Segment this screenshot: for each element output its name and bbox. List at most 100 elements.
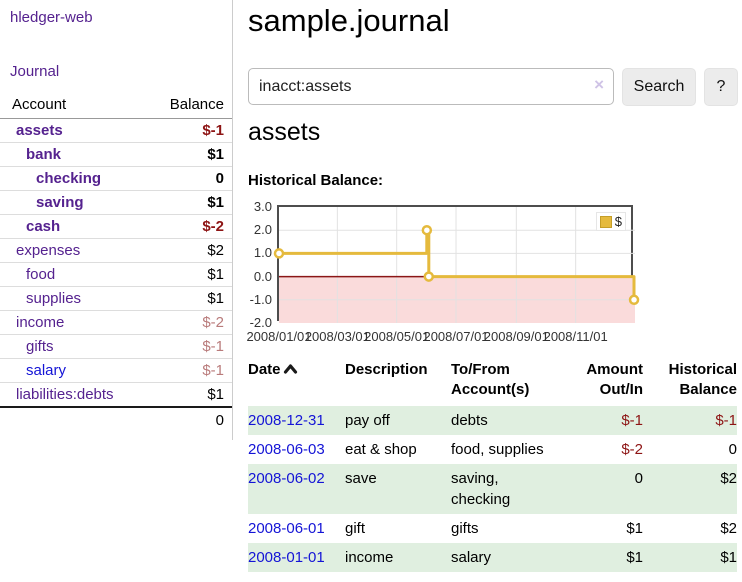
y-tick-label: 1.0 — [253, 245, 272, 261]
y-tick-label: 3.0 — [253, 199, 272, 214]
accounts-header-balance: Balance — [149, 93, 232, 119]
account-row: gifts $-1 — [0, 334, 232, 359]
main-content: sample.journal × Search ? assets Histori… — [246, 0, 742, 582]
register-row: 2008-01-01 income salary $1 $1 — [248, 543, 737, 572]
account-balance: $-2 — [149, 214, 232, 239]
sidebar-account-expenses[interactable]: expenses — [16, 242, 81, 259]
account-balance: 0 — [149, 166, 232, 191]
help-button[interactable]: ? — [704, 68, 738, 106]
search-form: × Search ? — [248, 68, 742, 106]
col-historical-balance: Historical Balance — [668, 361, 737, 398]
account-balance: $-2 — [149, 310, 232, 335]
account-balance: $1 — [149, 262, 232, 287]
accounts-table: Account Balance assets $-1 bank $1 checking 0… — [0, 93, 232, 433]
sidebar-account-income[interactable]: income — [16, 314, 65, 331]
register-amount: $-1 — [621, 412, 643, 429]
account-balance: $2 — [149, 238, 232, 263]
register-accounts: salary — [451, 549, 492, 566]
sidebar-account-liabilities-debts[interactable]: liabilities:debts — [16, 386, 114, 403]
account-heading: assets — [248, 118, 321, 146]
register-amount: 0 — [634, 470, 643, 487]
register-row: 2008-06-01 gift gifts $1 $2 — [248, 514, 737, 543]
register-description: income — [345, 549, 394, 566]
accounts-total-value: 0 — [149, 406, 232, 433]
account-row: supplies $1 — [0, 286, 232, 311]
register-date-link[interactable]: 2008-01-01 — [248, 549, 325, 566]
sort-ascending-icon — [283, 364, 297, 374]
account-row: liabilities:debts $1 — [0, 382, 232, 408]
x-tick-label: 2008/09/01 — [483, 329, 549, 344]
register-row: 2008-06-02 save saving, checking 0 $2 — [248, 464, 737, 514]
account-balance: $-1 — [149, 334, 232, 359]
accounts-total-spacer — [0, 406, 150, 433]
register-date-link[interactable]: 2008-06-01 — [248, 520, 325, 537]
register-accounts: saving, checking — [451, 470, 511, 508]
register-amount: $-2 — [621, 441, 643, 458]
col-description: Description — [345, 361, 428, 378]
chart-plot-area: $ — [273, 205, 640, 323]
account-row: checking 0 — [0, 166, 232, 191]
account-balance: $-1 — [149, 358, 232, 383]
col-date: Date — [248, 358, 345, 406]
account-row: cash $-2 — [0, 214, 232, 239]
col-amount: Amount Out/In — [586, 361, 643, 398]
account-balance: $1 — [149, 190, 232, 215]
clear-search-icon[interactable]: × — [594, 75, 604, 94]
x-tick-label: 2008/11/01 — [543, 329, 608, 344]
account-balance: $1 — [149, 382, 232, 408]
register-description: save — [345, 470, 377, 487]
legend-label: $ — [614, 214, 622, 229]
historical-balance-chart: $ 3.0 2.0 1.0 0.0 -1.0 -2.0 2008/01/01 2008/03… — [246, 198, 742, 350]
y-tick-label: 0.0 — [253, 268, 272, 284]
register-date-link[interactable]: 2008-12-31 — [248, 412, 325, 429]
register-date-link[interactable]: 2008-06-03 — [248, 441, 325, 458]
sidebar-account-salary[interactable]: salary — [26, 362, 67, 379]
accounts-header-account: Account — [0, 93, 150, 119]
register-date-link[interactable]: 2008-06-02 — [248, 470, 325, 487]
x-tick-label: 2008/05/01 — [364, 329, 430, 344]
account-row: food $1 — [0, 262, 232, 287]
register-row: 2008-06-03 eat & shop food, supplies $-2 0 — [248, 435, 737, 464]
x-tick-label: 2008/01/01 — [246, 329, 312, 344]
register-balance: 0 — [728, 441, 737, 458]
app-title-link[interactable]: hledger-web — [10, 9, 93, 26]
sidebar-item-journal[interactable]: Journal — [10, 63, 60, 80]
register-accounts: debts — [451, 412, 488, 429]
account-row: expenses $2 — [0, 238, 232, 263]
chart-title: Historical Balance: — [248, 172, 384, 189]
x-tick-label: 2008/03/01 — [304, 329, 370, 344]
search-input[interactable] — [248, 68, 614, 105]
sidebar: hledger-web Journal Account Balance asse… — [0, 0, 233, 440]
accounts-header-row: Account Balance — [0, 93, 232, 119]
search-input-wrap: × — [248, 68, 614, 105]
account-balance: $-1 — [149, 118, 232, 143]
search-button[interactable]: Search — [622, 68, 696, 106]
account-row: income $-2 — [0, 310, 232, 335]
sidebar-account-assets[interactable]: assets — [16, 122, 63, 139]
register-table: Date Description To/From Account(s) Amou… — [248, 358, 737, 572]
account-balance: $1 — [149, 142, 232, 167]
sidebar-account-checking[interactable]: checking — [36, 170, 102, 187]
register-amount: $1 — [626, 520, 643, 537]
register-row: 2008-12-31 pay off debts $-1 $-1 — [248, 406, 737, 435]
register-balance: $2 — [720, 520, 737, 537]
legend-swatch-icon — [599, 215, 612, 228]
accounts-total-row: 0 — [0, 406, 232, 433]
register-balance: $2 — [720, 470, 737, 487]
x-tick-label: 2008/07/01 — [423, 329, 489, 344]
sidebar-account-food[interactable]: food — [26, 266, 56, 283]
sidebar-account-gifts[interactable]: gifts — [26, 338, 54, 355]
register-accounts: food, supplies — [451, 441, 544, 458]
register-balance: $-1 — [715, 412, 737, 429]
col-tofrom-accounts: To/From Account(s) — [451, 361, 530, 398]
sidebar-account-saving[interactable]: saving — [36, 194, 84, 211]
sidebar-account-bank[interactable]: bank — [26, 146, 62, 163]
register-description: pay off — [345, 412, 390, 429]
sidebar-account-supplies[interactable]: supplies — [26, 290, 82, 307]
register-description: gift — [345, 520, 366, 537]
sidebar-account-cash[interactable]: cash — [26, 218, 61, 235]
register-balance: $1 — [720, 549, 737, 566]
y-tick-label: -1.0 — [249, 291, 272, 307]
register-amount: $1 — [626, 549, 643, 566]
